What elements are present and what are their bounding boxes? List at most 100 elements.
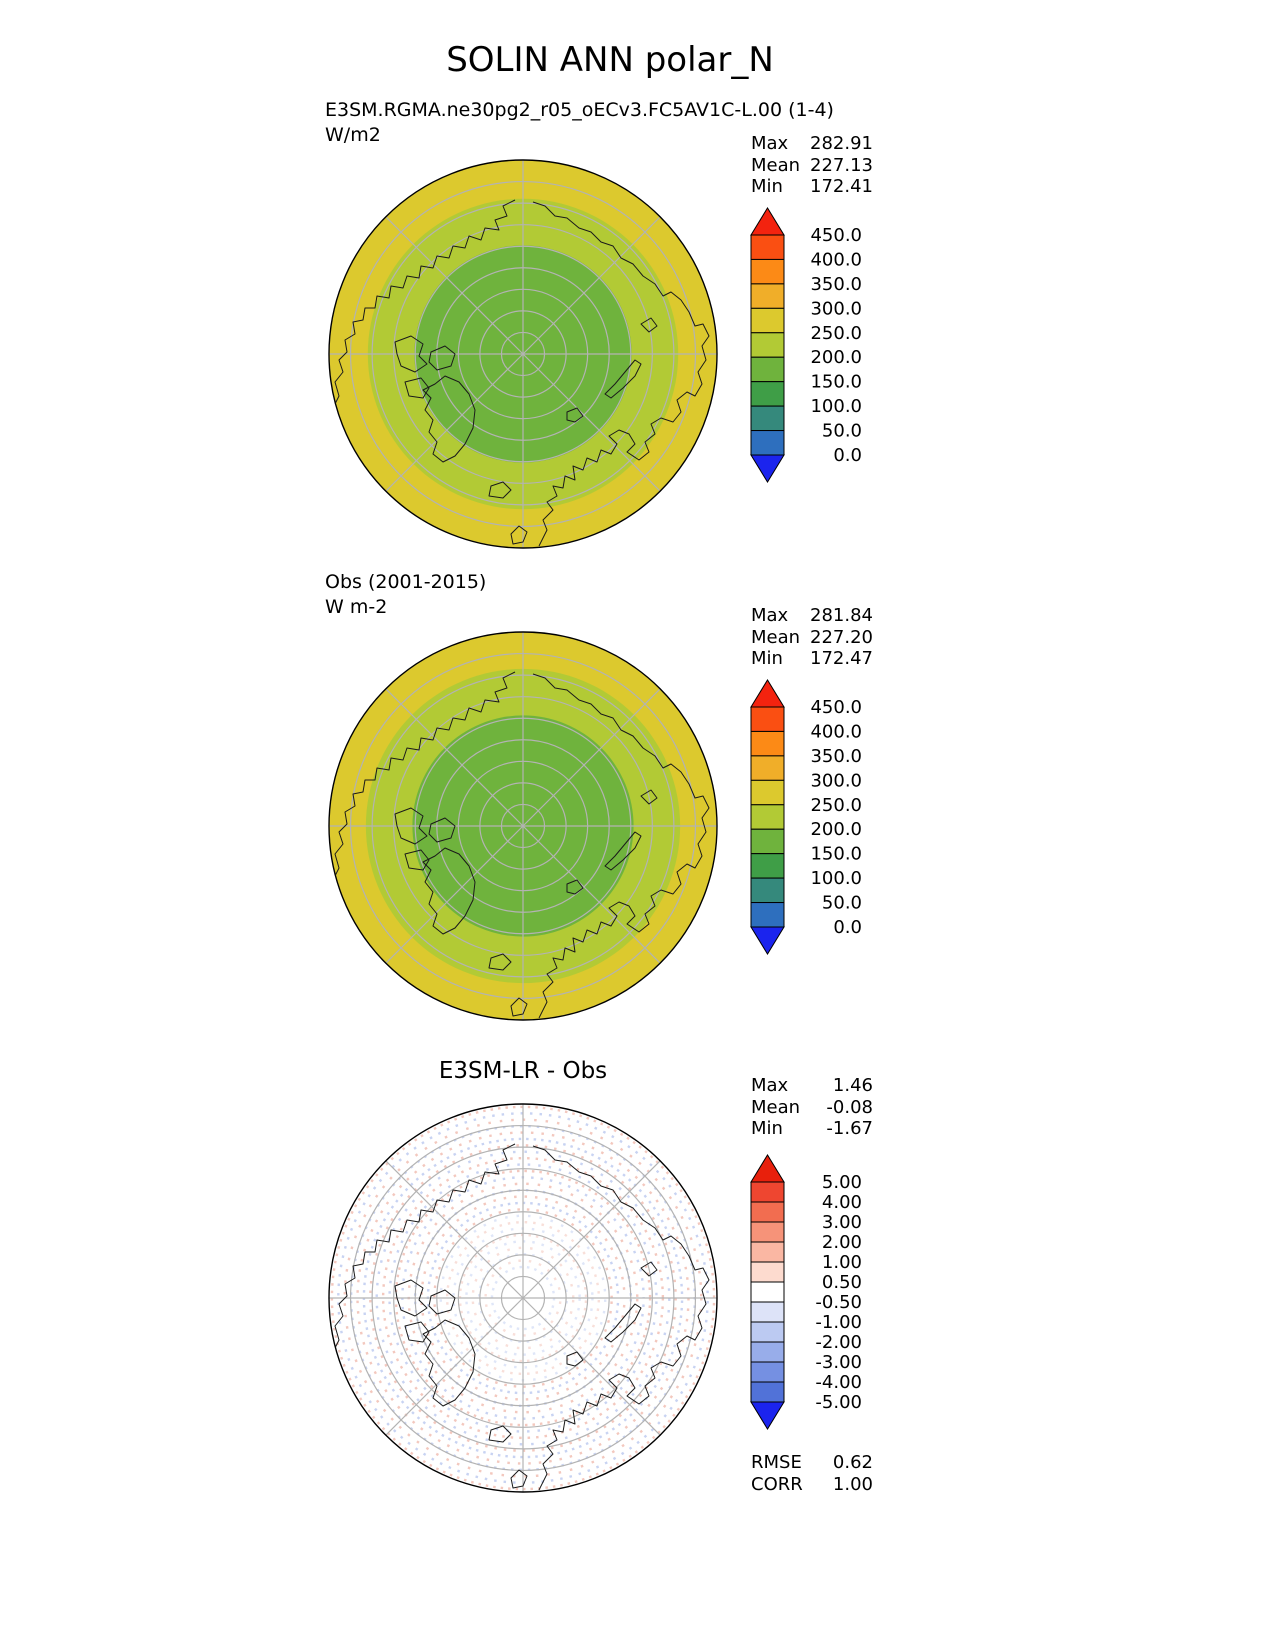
colorbar-tick-label: 50.0 <box>822 421 862 442</box>
colorbar-box <box>750 1241 785 1263</box>
stat-corr-value: 1.00 <box>832 1473 873 1495</box>
colorbar-arrow-bottom <box>750 1401 785 1430</box>
colorbar-tick-label: 400.0 <box>810 721 862 742</box>
panel-model-header: E3SM.RGMA.ne30pg2_r05_oECv3.FC5AV1C-L.00… <box>325 98 834 148</box>
stat-corr-label: CORR <box>751 1473 803 1495</box>
stats-model: Max 282.91 Mean 227.13 Min 172.41 <box>751 133 873 198</box>
stat-min: Min 172.47 <box>751 648 873 670</box>
colorbar-box <box>750 356 785 383</box>
stat-max-value: 282.91 <box>810 133 873 154</box>
colorbar-arrow-top <box>750 207 785 236</box>
colorbar-box <box>750 706 785 732</box>
colorbar-tick-label: 0.0 <box>833 445 862 466</box>
graticule <box>329 632 717 1020</box>
colorbar-tick-label: 450.0 <box>810 225 862 246</box>
coastlines <box>332 671 710 1019</box>
colorbar-tick-label: -5.00 <box>815 1392 862 1413</box>
colorbar-tick-label: 3.00 <box>822 1212 862 1233</box>
page-title: SOLIN ANN polar_N <box>446 40 774 80</box>
colorbar-box <box>750 332 785 358</box>
coastlines <box>332 1143 710 1491</box>
colorbar-tick-label: 450.0 <box>810 697 862 718</box>
stat-min-value: -1.67 <box>826 1118 873 1139</box>
stat-mean-value: -0.08 <box>826 1096 873 1118</box>
panel-model-units: W/m2 <box>325 124 381 146</box>
stat-min-label: Min <box>751 648 783 669</box>
colorbar-tick-label: 4.00 <box>822 1192 862 1213</box>
colorbar-arrow-top <box>750 1154 785 1183</box>
stat-min-label: Min <box>751 176 783 197</box>
colorbar-tick-label: 250.0 <box>810 795 862 816</box>
colorbar-box <box>750 1281 785 1303</box>
colorbar-box <box>750 1341 785 1363</box>
colorbar-box <box>750 730 785 757</box>
colorbar-box <box>750 828 785 855</box>
map-content <box>329 1104 717 1492</box>
stat-rmse: RMSE 0.62 <box>751 1452 873 1474</box>
colorbar-svg: 5.004.003.002.001.000.50-0.50-1.00-2.00-… <box>750 1154 862 1430</box>
colorbar-tick-label: 100.0 <box>810 396 862 417</box>
coastlines <box>332 199 710 547</box>
panel-obs-subtitle: Obs (2001-2015) <box>325 571 487 593</box>
colorbar-tick-label: 200.0 <box>810 347 862 368</box>
panel-model-subtitle: E3SM.RGMA.ne30pg2_r05_oECv3.FC5AV1C-L.00… <box>325 99 834 121</box>
stats-obs: Max 281.84 Mean 227.20 Min 172.47 <box>751 605 873 670</box>
graticule <box>329 160 717 548</box>
colorbar-arrow-bottom <box>750 454 785 483</box>
colorbar-box <box>750 283 785 309</box>
colorbar-svg: 450.0 400.0 350.0 300.0 250.0 200.0 150.0 100.0… <box>750 679 862 955</box>
colorbar-box <box>750 779 785 806</box>
colorbar-box <box>750 902 785 928</box>
stat-mean-label: Mean <box>751 154 801 176</box>
colorbar-tick-label: 300.0 <box>810 770 862 791</box>
colorbar-box <box>750 430 785 456</box>
stat-max: Max 281.84 <box>751 605 873 627</box>
polar-map-svg <box>328 159 718 549</box>
colorbar-tick-label: 150.0 <box>810 844 862 865</box>
colorbar-box <box>750 1221 785 1243</box>
colorbar-tick-label: 0.50 <box>822 1272 862 1293</box>
stat-rmse-label: RMSE <box>751 1452 802 1473</box>
colorbar-arrow-top <box>750 679 785 708</box>
map-content <box>329 632 717 1020</box>
colorbar-tick-label: 5.00 <box>822 1172 862 1193</box>
colorbar-box <box>750 1321 785 1343</box>
stat-rmse-value: 0.62 <box>832 1452 873 1473</box>
stat-max: Max 1.46 <box>751 1075 873 1097</box>
stat-mean-label: Mean <box>751 626 801 648</box>
colorbar-tick-label: -1.00 <box>815 1312 862 1333</box>
stat-min: Min 172.41 <box>751 176 873 198</box>
polar-map-model <box>325 156 721 552</box>
colorbar-box <box>750 877 785 904</box>
colorbar-box <box>750 804 785 830</box>
stat-min-value: 172.41 <box>810 176 873 197</box>
colorbar-tick-label: 0.0 <box>833 917 862 938</box>
stat-max-label: Max <box>751 133 789 154</box>
stat-corr: CORR 1.00 <box>751 1474 873 1496</box>
stats-diff: Max 1.46 Mean -0.08 Min -1.67 <box>751 1075 873 1140</box>
stat-min-value: 172.47 <box>810 648 873 669</box>
stat-mean: Mean 227.13 <box>751 155 873 177</box>
colorbar-arrow-bottom <box>750 926 785 955</box>
colorbar-diff: 5.00 4.00 3.00 2.00 1.00 0.50 -0.50 -1.00 -2.00-… <box>750 1153 870 1437</box>
colorbar-tick-label: 1.00 <box>822 1252 862 1273</box>
colorbar-model: 450.0 400.0 350.0 300.0 250.0 200.0 150.0 100.0… <box>750 206 870 490</box>
panel-diff-title: E3SM-LR - Obs <box>438 1058 608 1084</box>
colorbar-box <box>750 1201 785 1223</box>
colorbar-tick-label: -3.00 <box>815 1352 862 1373</box>
map-boundary <box>328 631 718 1021</box>
colorbar-box <box>750 1181 785 1203</box>
colorbar-tick-label: -2.00 <box>815 1332 862 1353</box>
colorbar-tick-label: 400.0 <box>810 249 862 270</box>
colorbar-box <box>750 1361 785 1383</box>
stat-mean: Mean -0.08 <box>751 1097 873 1119</box>
stat-max-label: Max <box>751 1075 789 1096</box>
polar-map-svg <box>328 631 718 1021</box>
colorbar-svg: 450.0 400.0 350.0 300.0 250.0 200.0 150.0 100.0… <box>750 207 862 483</box>
colorbar-box <box>750 234 785 260</box>
colorbar-obs: 450.0 400.0 350.0 300.0 250.0 200.0 150.0 100.0… <box>750 678 870 962</box>
colorbar-tick-label: 100.0 <box>810 868 862 889</box>
stat-max-value: 281.84 <box>810 605 873 626</box>
colorbar-box <box>750 258 785 285</box>
colorbar-box <box>750 381 785 407</box>
